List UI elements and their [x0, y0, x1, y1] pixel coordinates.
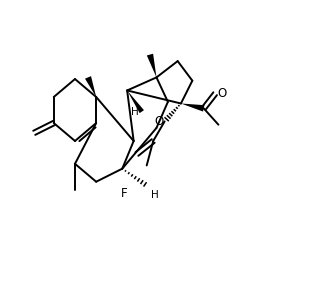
Text: H: H [131, 106, 139, 117]
Text: F: F [121, 187, 127, 200]
Polygon shape [127, 91, 144, 113]
Text: H: H [151, 190, 159, 200]
Polygon shape [85, 76, 96, 97]
Polygon shape [147, 54, 156, 77]
Text: O: O [217, 87, 226, 100]
Text: O: O [154, 115, 163, 128]
Polygon shape [181, 104, 204, 112]
